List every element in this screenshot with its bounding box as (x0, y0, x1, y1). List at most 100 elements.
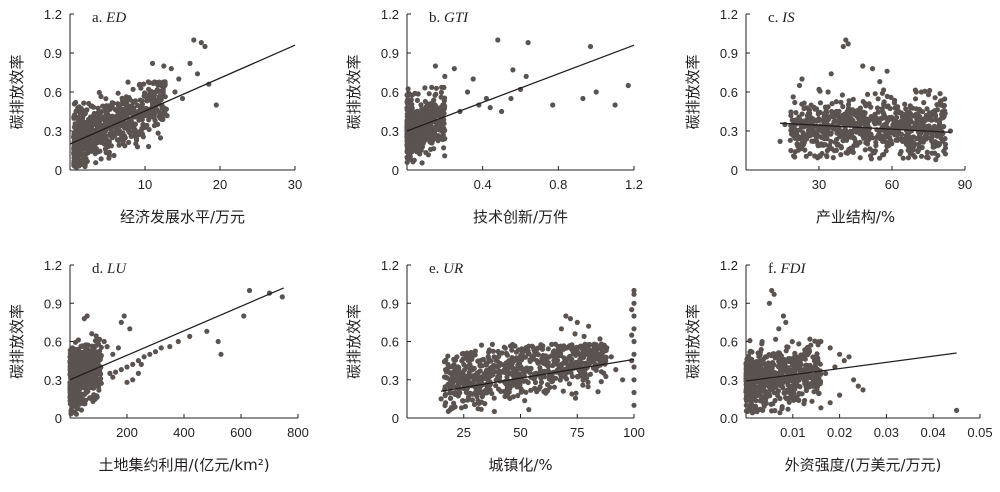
scatter-point (469, 355, 475, 361)
scatter-point (932, 95, 938, 101)
scatter-point (107, 370, 113, 376)
scatter-point (68, 346, 74, 352)
scatter-point (936, 132, 942, 139)
scatter-point (419, 108, 425, 114)
scatter-point (443, 357, 449, 363)
scatter-point (875, 96, 881, 102)
scatter-point (429, 84, 435, 90)
scatter-point (870, 148, 876, 154)
scatter-point (885, 132, 891, 138)
scatter-point (101, 141, 107, 147)
x-tick-label: 60 (885, 177, 899, 192)
scatter-point (427, 122, 433, 129)
scatter-point (550, 102, 556, 108)
scatter-point (109, 117, 115, 123)
scatter-point (585, 384, 591, 390)
scatter-point (450, 369, 456, 375)
scatter-point (910, 147, 916, 153)
scatter-point (411, 157, 417, 163)
scatter-point (765, 366, 771, 372)
scatter-point (853, 108, 859, 114)
scatter-point (146, 117, 152, 123)
scatter-point (110, 374, 116, 380)
scatter-point (75, 383, 81, 389)
scatter-point (158, 345, 164, 351)
scatter-point (89, 331, 95, 337)
scatter-point (893, 110, 899, 116)
scatter-point (420, 140, 426, 146)
scatter-point (488, 358, 494, 364)
scatter-point (93, 160, 99, 166)
scatter-point (631, 291, 637, 297)
scatter-point (613, 367, 619, 373)
scatter-point (84, 147, 90, 153)
trend-line (69, 44, 296, 145)
scatter-point (577, 362, 583, 369)
scatter-point (581, 333, 587, 339)
y-axis-label: 碳排放效率 (684, 304, 702, 379)
scatter-point (807, 151, 813, 157)
scatter-point (757, 361, 763, 367)
scatter-point (410, 141, 417, 147)
scatter-point (139, 131, 146, 137)
y-axis-label: 碳排放效率 (8, 304, 26, 379)
panel-6: 0.0 0.3 0.6 0.9 1.2 0.01 0.02 0.03 0.04 0.05 碳排放效率… (684, 258, 993, 474)
scatter-point (516, 360, 523, 366)
scatter-point (895, 104, 901, 110)
scatter-point (121, 313, 127, 319)
scatter-point (629, 307, 635, 313)
scatter-point (766, 300, 773, 306)
scatter-point (526, 343, 532, 349)
scatter-point (603, 373, 609, 380)
scatter-point (483, 360, 489, 366)
scatter-point (405, 101, 411, 107)
scatter-point (838, 152, 844, 158)
y-tick-label: 0.9 (720, 46, 738, 61)
scatter-point (563, 313, 569, 319)
scatter-point (762, 388, 768, 394)
scatter-point (530, 375, 537, 381)
scatter-point (812, 338, 818, 344)
scatter-point (497, 362, 503, 368)
scatter-point (558, 326, 565, 332)
x-tick-label: 0.02 (827, 425, 852, 440)
scatter-point (793, 110, 799, 116)
scatter-point (506, 358, 512, 364)
scatter-point (437, 105, 443, 111)
y-tick-label: 1.2 (44, 7, 62, 22)
scatter-point (560, 366, 566, 372)
scatter-point (918, 153, 925, 159)
scatter-point (113, 369, 119, 375)
scatter-point (83, 155, 89, 161)
scatter-point (510, 382, 516, 388)
scatter-point (819, 125, 825, 131)
scatter-point (785, 379, 791, 385)
scatter-point (508, 370, 514, 376)
scatter-point (139, 116, 145, 123)
scatter-point (430, 111, 436, 117)
scatter-point (937, 91, 943, 97)
scatter-point (799, 76, 805, 82)
scatter-point (771, 291, 777, 297)
scatter-point (435, 133, 441, 139)
scatter-point (413, 118, 419, 124)
scatter-point (108, 129, 115, 135)
scatter-point (595, 389, 601, 395)
scatter-point (598, 379, 604, 385)
scatter-point (187, 333, 193, 339)
scatter-point (812, 153, 818, 159)
scatter-point (418, 129, 425, 135)
scatter-point (551, 375, 557, 381)
scatter-point (156, 109, 162, 115)
scatter-point (162, 82, 168, 88)
scatter-point (744, 408, 750, 414)
scatter-point (935, 140, 941, 146)
scatter-point (138, 361, 144, 367)
trend-line (745, 352, 957, 382)
scatter-point (586, 323, 592, 329)
scatter-point (931, 125, 937, 131)
y-tick-label: 0.3 (381, 373, 399, 388)
scatter-point (105, 112, 111, 118)
scatter-point (496, 386, 502, 392)
scatter-point (477, 374, 483, 380)
